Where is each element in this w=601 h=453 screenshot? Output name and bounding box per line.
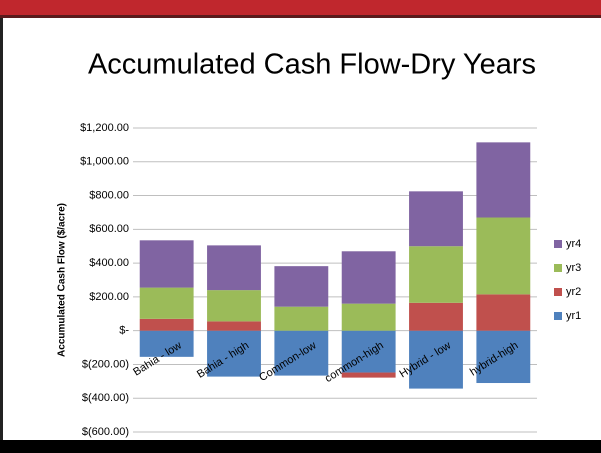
bar-segment: [476, 294, 531, 331]
bar-segment: [341, 303, 396, 331]
bar-segment: [476, 330, 531, 384]
bar-segment: [409, 330, 463, 389]
y-tick-label: $-: [119, 325, 129, 337]
bar-segment: [139, 287, 194, 319]
bar-segment: [476, 142, 531, 218]
left-border: [0, 18, 3, 453]
bar-segment: [341, 372, 396, 378]
bar-segment: [207, 245, 261, 291]
legend-label: yr3: [566, 262, 581, 274]
bar-segment: [409, 246, 463, 303]
bar-segment: [274, 330, 329, 376]
bar-segment: [207, 321, 261, 331]
bar-segment: [139, 318, 194, 331]
bar-segment: [476, 217, 531, 295]
top-rule: [0, 15, 601, 18]
chart-title: Accumulated Cash Flow-Dry Years: [88, 49, 536, 81]
bar-segment: [139, 330, 194, 357]
y-axis-label: Accumulated Cash Flow ($/acre): [57, 203, 68, 357]
bar-segment: [207, 290, 261, 322]
bar-segment: [409, 191, 463, 247]
bar-segment: [207, 330, 261, 377]
y-tick-label: $400.00: [89, 257, 129, 269]
legend-label: yr1: [566, 310, 581, 322]
legend-swatch: [554, 264, 562, 272]
bar-segment: [274, 266, 329, 307]
bar-segment: [341, 251, 396, 304]
legend-swatch: [554, 288, 562, 296]
bar-segment: [274, 306, 329, 331]
bar-segment: [139, 240, 194, 288]
legend-swatch: [554, 312, 562, 320]
top-band: [0, 0, 601, 15]
bar-segment: [341, 330, 396, 373]
y-tick-label: $600.00: [89, 223, 129, 235]
legend-swatch: [554, 240, 562, 248]
bar-segment: [409, 302, 463, 331]
y-tick-label: $1,000.00: [80, 156, 129, 168]
y-tick-label: $(600.00): [82, 426, 129, 438]
legend-label: yr2: [566, 286, 581, 298]
y-tick-label: $1,200.00: [80, 122, 129, 134]
y-tick-label: $200.00: [89, 291, 129, 303]
y-tick-label: $(400.00): [82, 392, 129, 404]
legend-label: yr4: [566, 238, 581, 250]
y-tick-label: $800.00: [89, 189, 129, 201]
y-tick-label: $(200.00): [82, 358, 129, 370]
bottom-band: [0, 440, 601, 453]
